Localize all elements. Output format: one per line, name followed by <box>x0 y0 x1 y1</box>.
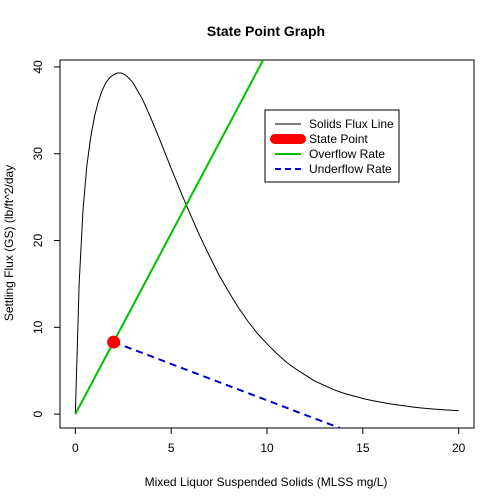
x-tick-label: 10 <box>260 441 274 455</box>
x-tick-label: 20 <box>452 441 466 455</box>
y-tick-label: 10 <box>31 320 45 334</box>
y-axis-label: Settling Flux (GS) (lb/ft^2/day <box>2 165 16 321</box>
y-tick-label: 40 <box>31 60 45 74</box>
y-tick-label: 30 <box>31 147 45 161</box>
chart-title: State Point Graph <box>207 23 325 39</box>
x-tick-label: 0 <box>72 441 79 455</box>
series-line-solids-flux-line <box>74 72 459 415</box>
series-line-overflow-rate <box>74 60 265 415</box>
series-line-underflow-rate <box>113 341 341 428</box>
x-tick-label: 15 <box>356 441 370 455</box>
legend-label: Underflow Rate <box>309 162 392 176</box>
legend-label: Overflow Rate <box>309 147 385 161</box>
legend-label: Solids Flux Line <box>309 117 394 131</box>
legend-label: State Point <box>309 132 368 146</box>
y-tick-label: 20 <box>31 234 45 248</box>
state-point-marker <box>107 335 121 349</box>
axis-layer: 0 5 10 15 20 0 10 20 30 40 <box>31 60 466 455</box>
x-axis-label: Mixed Liquor Suspended Solids (MLSS mg/L… <box>145 475 388 489</box>
x-tick-label: 5 <box>168 441 175 455</box>
y-tick-label: 0 <box>31 410 45 417</box>
series-layer <box>74 60 459 428</box>
